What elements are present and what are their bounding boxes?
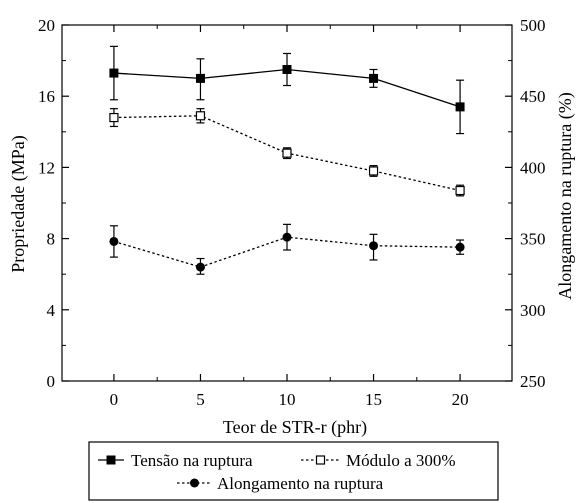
legend-box (88, 441, 499, 501)
x-axis-label: Teor de STR-r (phr) (223, 417, 367, 438)
legend-entries (98, 455, 340, 488)
y-left-tick-label: 8 (47, 230, 56, 249)
right-axis: 250 300 350 400 450 500 (505, 16, 546, 391)
y-axis-left-label: Propriedade (MPa) (8, 135, 29, 272)
y-left-tick-label: 16 (38, 87, 55, 106)
legend-label-modulo: Módulo a 300% (346, 451, 456, 470)
y-right-tick-label: 450 (520, 87, 546, 106)
data-point (369, 73, 379, 83)
legend-label-tensao: Tensão na ruptura (131, 451, 253, 470)
y-right-tick-label: 300 (520, 301, 546, 320)
data-point (369, 241, 379, 251)
x-tick-label: 15 (365, 390, 382, 409)
y-left-tick-label: 4 (47, 301, 56, 320)
legend-label-alongamento: Alongamento na ruptura (217, 474, 384, 493)
left-axis: 0 4 8 12 16 20 (38, 16, 69, 391)
x-tick-label: 10 (279, 390, 296, 409)
data-point (282, 148, 292, 158)
y-left-tick-label: 0 (47, 372, 56, 391)
x-tick-label: 0 (110, 390, 119, 409)
data-point (368, 166, 379, 176)
series-1 (109, 108, 465, 197)
series-layer (109, 45, 465, 275)
y-left-tick-label: 20 (38, 16, 55, 35)
y-axis-right-label: Alongamento na ruptura (%) (555, 92, 576, 299)
y-right-tick-label: 350 (520, 230, 546, 249)
data-point (282, 232, 292, 242)
data-point (455, 185, 465, 196)
y-left-tick-label: 12 (38, 158, 55, 177)
data-point (455, 242, 465, 252)
y-right-tick-label: 250 (520, 372, 546, 391)
data-point (109, 68, 119, 78)
data-point (109, 236, 119, 246)
legend-swatch-marker (315, 455, 326, 465)
legend-swatch-marker (106, 455, 116, 465)
series-2 (109, 223, 465, 275)
data-point (195, 111, 206, 121)
y-right-tick-label: 400 (520, 158, 546, 177)
x-tick-label: 5 (196, 390, 205, 409)
legend-swatch-marker (190, 478, 199, 488)
data-point (282, 65, 292, 74)
data-point (195, 262, 205, 272)
data-point (455, 102, 465, 112)
data-point (109, 112, 119, 123)
data-point (195, 73, 205, 83)
series-0 (109, 45, 465, 135)
y-right-tick-label: 500 (520, 16, 546, 35)
x-tick-label: 20 (452, 390, 469, 409)
legend: Tensão na ruptura Módulo a 300% Alongame… (88, 441, 499, 501)
x-axis: 0 5 10 15 20 (110, 25, 469, 409)
